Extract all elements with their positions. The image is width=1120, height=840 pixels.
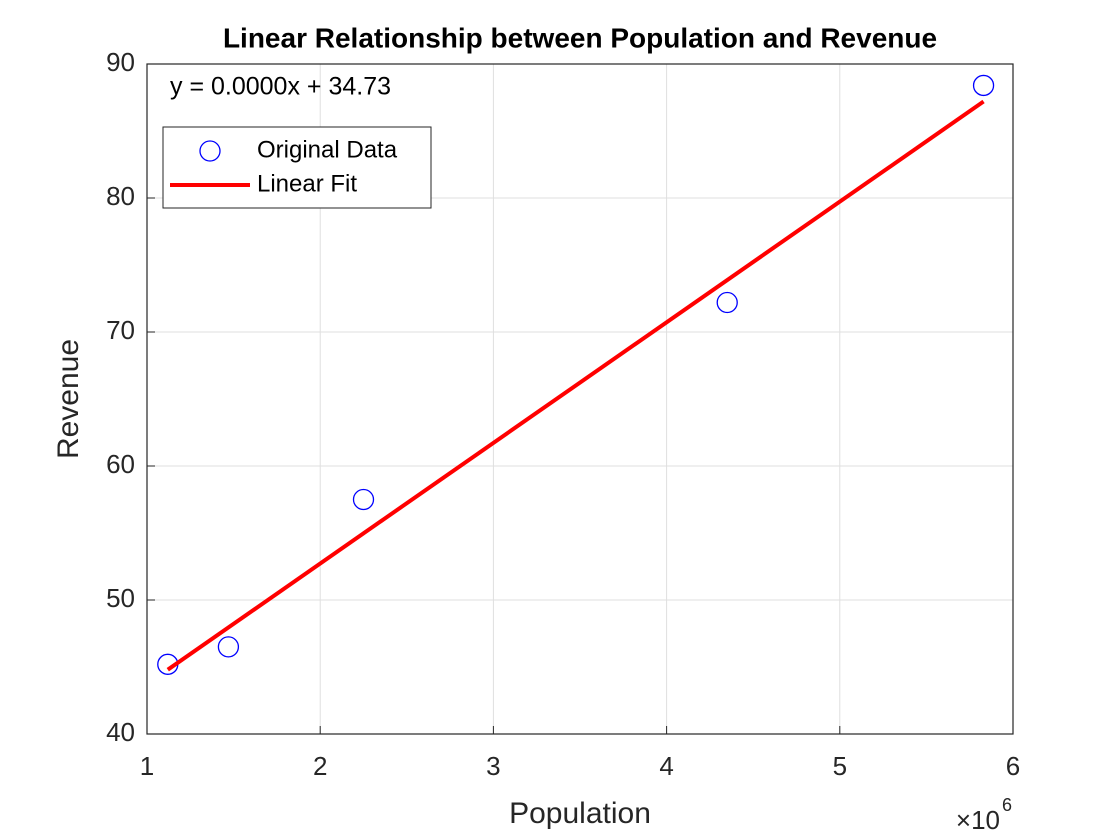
y-axis-label: Revenue bbox=[52, 339, 85, 459]
y-tick-label: 90 bbox=[106, 47, 135, 77]
x-tick-label: 2 bbox=[313, 751, 327, 781]
axes-box bbox=[146, 63, 1014, 735]
fit-line bbox=[166, 99, 985, 672]
x-tick-label: 6 bbox=[1006, 751, 1020, 781]
x-tick-label: 3 bbox=[486, 751, 500, 781]
y-tick-label: 40 bbox=[106, 717, 135, 747]
legend-marker bbox=[199, 140, 221, 162]
x-tick-label: 5 bbox=[833, 751, 847, 781]
x-axis-label: Population bbox=[509, 797, 651, 830]
y-tick-label: 60 bbox=[106, 449, 135, 479]
data-point bbox=[352, 488, 375, 511]
data-point bbox=[972, 74, 995, 97]
legend-box bbox=[162, 126, 432, 209]
x-tick-label: 4 bbox=[659, 751, 673, 781]
chart-title: Linear Relationship between Population a… bbox=[223, 22, 937, 53]
x-multiplier: ×10 bbox=[956, 805, 1000, 835]
data-point bbox=[217, 636, 240, 658]
x-multiplier-exponent: 6 bbox=[1002, 795, 1012, 815]
legend-label: Original Data bbox=[257, 136, 398, 163]
y-tick-label: 50 bbox=[106, 583, 135, 613]
data-point bbox=[716, 291, 738, 314]
y-tick-label: 80 bbox=[106, 181, 135, 211]
x-tick-label: 1 bbox=[140, 751, 154, 781]
annotation: y = 0.0000x + 34.73 bbox=[170, 73, 391, 101]
legend-label: Linear Fit bbox=[257, 170, 357, 197]
y-tick-label: 70 bbox=[106, 315, 135, 345]
